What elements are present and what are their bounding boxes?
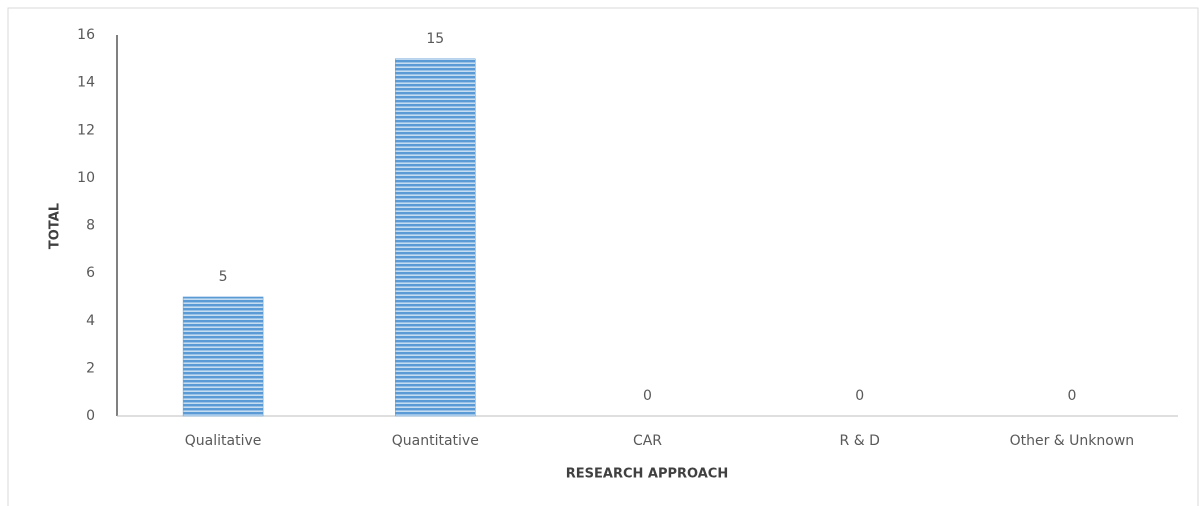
data-label: 0 — [643, 388, 652, 404]
x-tick-label: CAR — [633, 433, 662, 449]
bar — [182, 296, 264, 417]
data-label: 15 — [426, 31, 444, 47]
y-axis-title: TOTAL — [48, 203, 63, 249]
y-tick-label: 0 — [86, 408, 95, 424]
data-label: 5 — [219, 269, 228, 285]
x-tick-label: Other & Unknown — [1010, 433, 1135, 449]
y-tick-label: 12 — [77, 122, 95, 138]
data-label: 0 — [1067, 388, 1076, 404]
y-tick-label: 8 — [86, 218, 95, 234]
data-label: 0 — [855, 388, 864, 404]
x-tick-label: R & D — [840, 433, 880, 449]
x-tick-label: Quantitative — [392, 433, 479, 449]
chart-border — [7, 7, 1199, 506]
y-tick-label: 16 — [77, 27, 95, 43]
y-tick-label: 2 — [86, 360, 95, 376]
y-tick-label: 14 — [77, 75, 95, 91]
x-tick-label: Qualitative — [185, 433, 262, 449]
bar — [395, 58, 476, 417]
y-tick-label: 10 — [77, 170, 95, 186]
y-tick-label: 6 — [86, 265, 95, 281]
y-tick-label: 4 — [86, 313, 95, 329]
x-axis-title: RESEARCH APPROACH — [566, 467, 728, 482]
